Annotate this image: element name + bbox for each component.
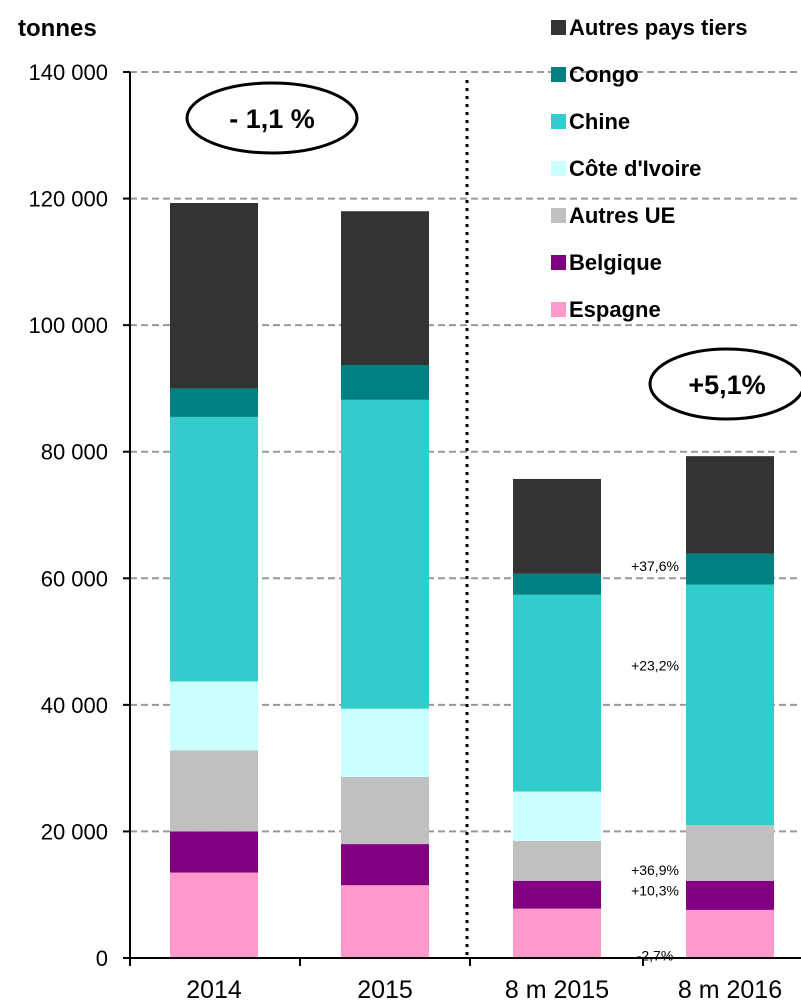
bar-segment-espagne — [686, 909, 774, 958]
bar-segment-chine — [686, 584, 774, 826]
bar-segment-cote-d-ivoire — [170, 681, 258, 751]
bar-segment-cote-d-ivoire — [341, 708, 429, 778]
legend-item-chine: Chine — [551, 109, 630, 134]
bar-segment-autres-ue — [341, 777, 429, 845]
bar-segment-autres-ue — [513, 840, 601, 881]
legend-label: Côte d'Ivoire — [569, 156, 701, 181]
legend: Autres pays tiers Congo Chine Côte d'Ivoire… — [551, 15, 748, 322]
bar-segment-chine — [341, 399, 429, 709]
x-category-label: 2014 — [186, 976, 242, 1004]
growth-badge-label: +5,1% — [688, 370, 765, 400]
legend-label: Belgique — [569, 250, 662, 275]
y-tick-label: 120 000 — [28, 187, 108, 212]
legend-item-belgique: Belgique — [551, 250, 662, 275]
bar-segment-autres-pays-tiers — [513, 478, 601, 574]
bar-segment-autres-ue — [686, 825, 774, 881]
bar-segment-espagne — [170, 872, 258, 958]
legend-swatch — [551, 67, 566, 82]
percent-annotation-espagne: -2,7% — [637, 948, 674, 964]
bar-segment-congo — [686, 553, 774, 585]
legend-swatch — [551, 20, 566, 35]
growth-badge: +5,1% — [648, 347, 801, 421]
x-category-labels: 2014 2015 8 m 2015 8 m 2016 — [186, 976, 782, 1004]
legend-swatch — [551, 255, 566, 270]
bar-segment-chine — [170, 416, 258, 682]
y-tick-label: 0 — [96, 946, 108, 971]
bar-stack-2015 — [341, 211, 429, 958]
y-axis-unit-label: tonnes — [18, 15, 97, 42]
x-category-label: 8 m 2015 — [505, 976, 609, 1004]
bar-stack-2014 — [170, 203, 258, 958]
growth-badge-ellipse — [648, 347, 801, 421]
legend-item-congo: Congo — [551, 62, 639, 87]
percent-annotation-chine: +23,2% — [631, 658, 679, 674]
bar-segment-congo — [341, 365, 429, 400]
y-tick-label: 140 000 — [28, 60, 108, 85]
legend-label: Autres UE — [569, 203, 675, 228]
bar-segment-cote-d-ivoire — [513, 791, 601, 841]
legend-swatch — [551, 114, 566, 129]
axes — [123, 71, 801, 966]
bar-segment-belgique — [686, 880, 774, 910]
legend-item-autres-ue: Autres UE — [551, 203, 675, 228]
x-category-label: 2015 — [357, 976, 413, 1004]
y-tick-labels: 0 20 000 40 000 60 000 80 000 100 000 120 000 1… — [28, 60, 108, 971]
bar-stack-8-m-2016 — [686, 456, 774, 958]
growth-badges: - 1,1 % +5,1% — [185, 81, 801, 421]
bar-segment-espagne — [341, 885, 429, 958]
x-category-label: 8 m 2016 — [678, 976, 782, 1004]
bar-segment-belgique — [170, 831, 258, 873]
bar-segment-autres-ue — [170, 750, 258, 832]
bar-segment-espagne — [513, 908, 601, 958]
bar-stacks — [170, 203, 774, 958]
bar-stack-8-m-2015 — [513, 478, 601, 958]
bar-segment-congo — [170, 388, 258, 417]
bar-segment-autres-pays-tiers — [170, 203, 258, 389]
legend-swatch — [551, 302, 566, 317]
growth-badge: - 1,1 % — [185, 81, 359, 155]
legend-swatch — [551, 161, 566, 176]
y-tick-label: 100 000 — [28, 313, 108, 338]
percent-annotation-belgique: +10,3% — [631, 883, 679, 899]
legend-item-espagne: Espagne — [551, 297, 661, 322]
y-tick-label: 60 000 — [41, 566, 108, 591]
growth-badge-ellipse — [185, 81, 359, 155]
bar-segment-belgique — [513, 880, 601, 909]
bar-segment-autres-pays-tiers — [341, 211, 429, 366]
legend-label: Chine — [569, 109, 630, 134]
legend-item-cote-d-ivoire: Côte d'Ivoire — [551, 156, 701, 181]
legend-label: Autres pays tiers — [569, 15, 748, 40]
y-tick-label: 20 000 — [41, 819, 108, 844]
legend-label: Espagne — [569, 297, 661, 322]
bar-segment-chine — [513, 594, 601, 792]
bar-segment-belgique — [341, 844, 429, 886]
legend-item-autres-pays-tiers: Autres pays tiers — [551, 15, 748, 40]
bar-segment-congo — [513, 573, 601, 595]
bar-segment-autres-pays-tiers — [686, 456, 774, 554]
legend-swatch — [551, 208, 566, 223]
percent-annotation-congo: +37,6% — [631, 558, 679, 574]
percent-annotation-autres-ue: +36,9% — [631, 862, 679, 878]
legend-label: Congo — [569, 62, 639, 87]
growth-badge-label: - 1,1 % — [229, 104, 315, 134]
y-tick-label: 40 000 — [41, 693, 108, 718]
y-tick-label: 80 000 — [41, 440, 108, 465]
percent-annotations: +37,6% +23,2% +36,9% +10,3% -2,7% — [631, 558, 679, 964]
